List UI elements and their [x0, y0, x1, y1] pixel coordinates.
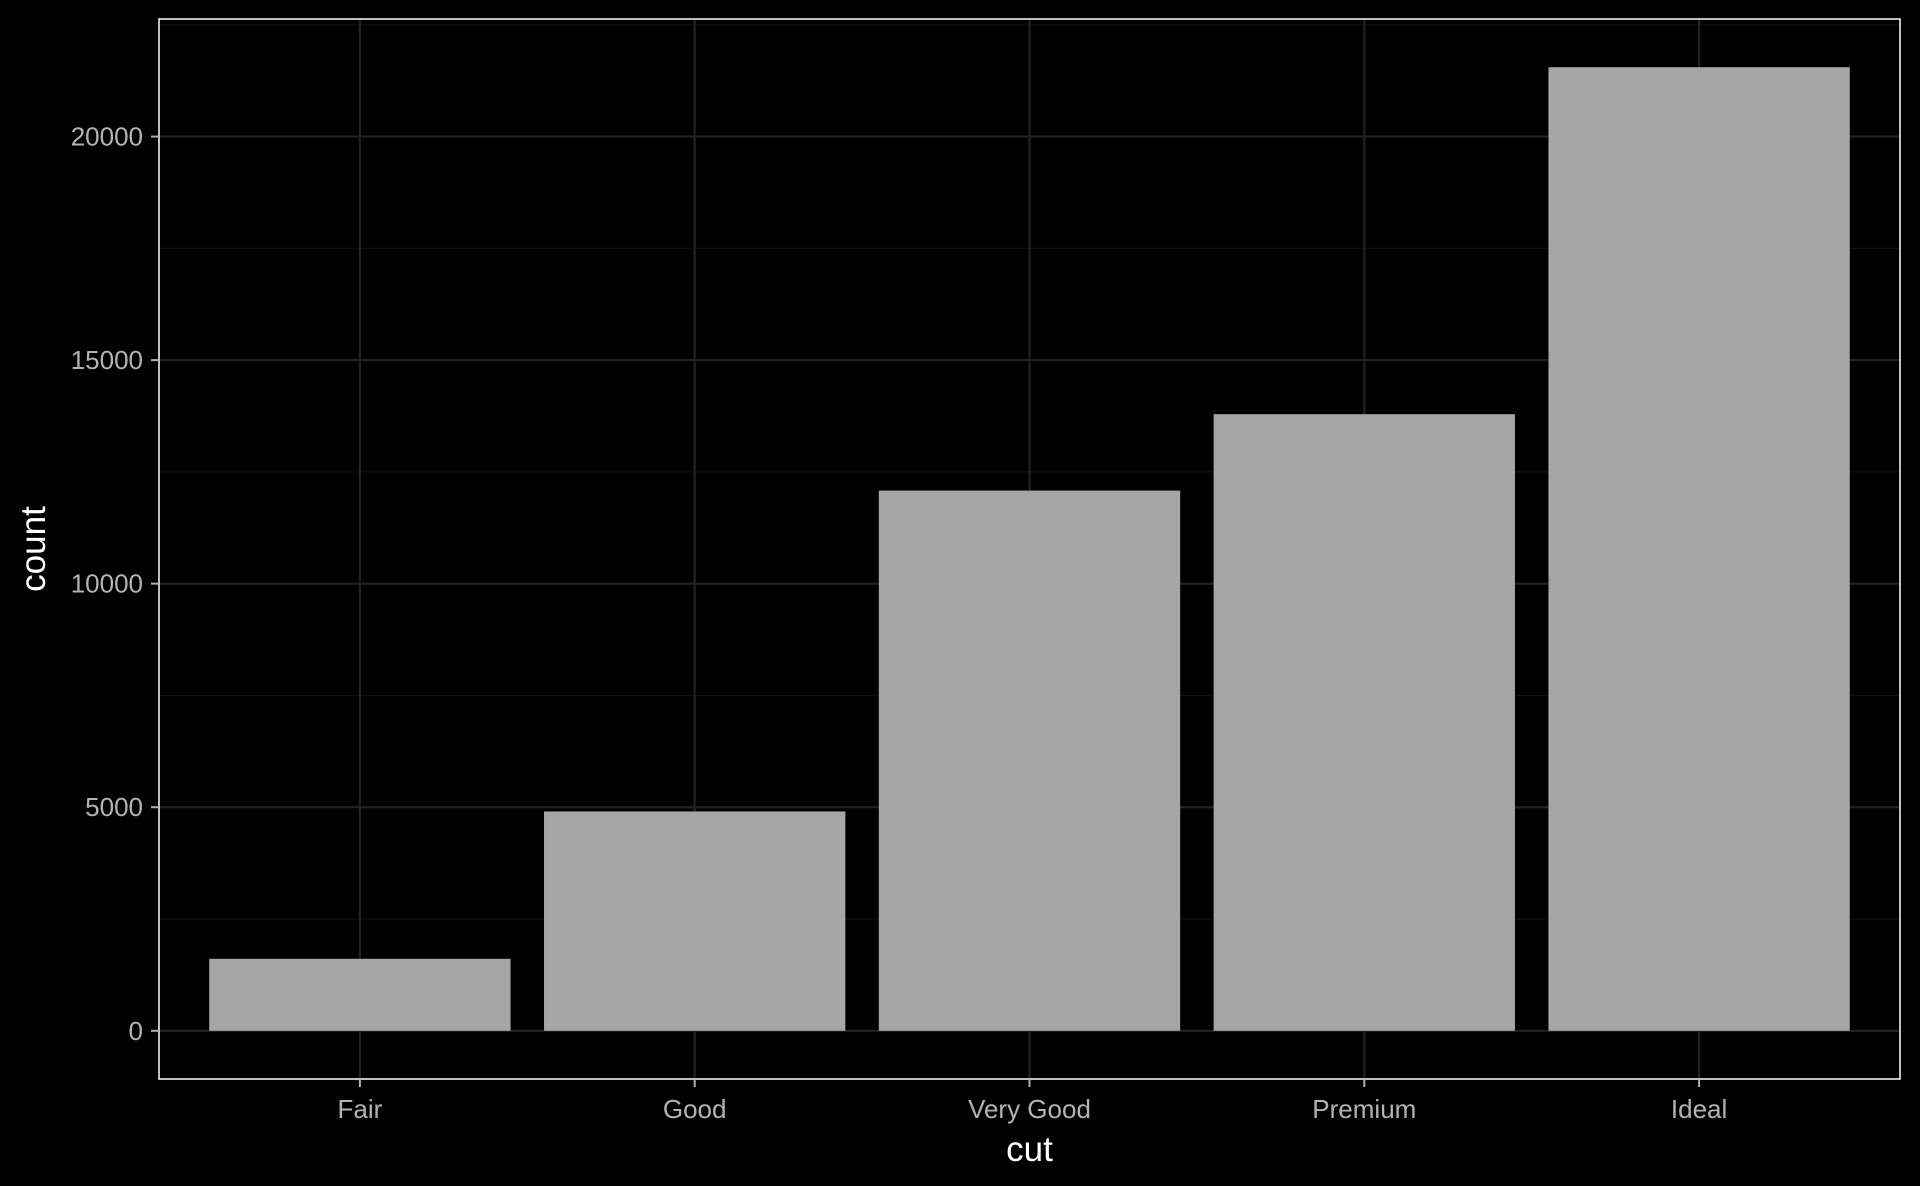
- x-tick-label: Ideal: [1671, 1094, 1727, 1124]
- x-tick-label: Very Good: [968, 1094, 1091, 1124]
- bar-good: [544, 811, 846, 1031]
- bar-very-good: [878, 490, 1181, 1031]
- y-tick-label: 20000: [71, 122, 143, 152]
- bar-ideal: [1548, 67, 1850, 1031]
- x-axis: Fair Good Very Good Premium Ideal: [337, 1079, 1727, 1124]
- y-tick-label: 5000: [85, 792, 143, 822]
- bar-fair: [209, 958, 511, 1031]
- y-axis-title: count: [14, 506, 53, 592]
- y-tick-label: 10000: [71, 569, 143, 599]
- y-tick-label: 0: [129, 1016, 143, 1046]
- bars: [209, 67, 1850, 1031]
- y-axis: 0 5000 10000 15000 20000: [71, 122, 159, 1046]
- x-tick-label: Premium: [1312, 1094, 1416, 1124]
- bar-premium: [1213, 414, 1515, 1031]
- x-axis-title: cut: [1006, 1130, 1053, 1169]
- x-tick-label: Good: [663, 1094, 727, 1124]
- x-tick-label: Fair: [337, 1094, 382, 1124]
- y-tick-label: 15000: [71, 345, 143, 375]
